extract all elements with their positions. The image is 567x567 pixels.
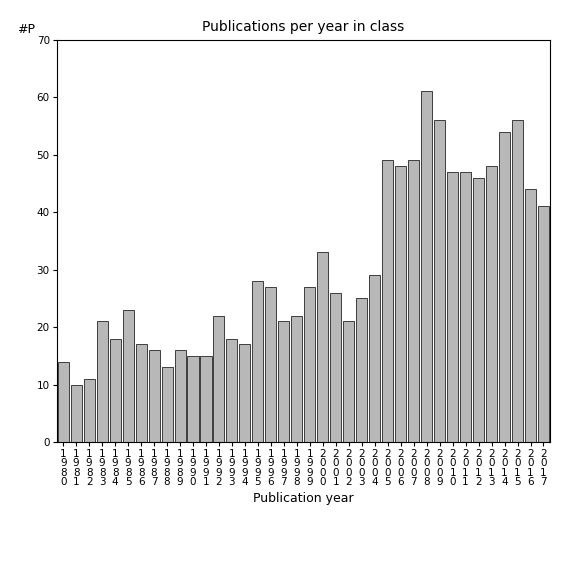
Bar (447, 172, 458, 442)
Bar (356, 298, 367, 442)
Bar (149, 350, 159, 442)
Bar (175, 350, 185, 442)
Bar (525, 189, 536, 442)
Bar (499, 132, 510, 442)
Bar (434, 120, 445, 442)
X-axis label: Publication year: Publication year (253, 492, 354, 505)
Bar (109, 338, 121, 442)
Bar (96, 321, 108, 442)
Bar (382, 160, 393, 442)
Bar (136, 345, 147, 442)
Bar (201, 356, 211, 442)
Bar (239, 345, 251, 442)
Bar (486, 166, 497, 442)
Bar (71, 385, 82, 442)
Bar (343, 321, 354, 442)
Bar (291, 316, 302, 442)
Bar (369, 276, 380, 442)
Bar (58, 362, 69, 442)
Bar (408, 160, 419, 442)
Title: Publications per year in class: Publications per year in class (202, 20, 404, 35)
Bar (395, 166, 406, 442)
Bar (538, 206, 549, 442)
Bar (473, 177, 484, 442)
Bar (162, 367, 172, 442)
Text: #P: #P (17, 23, 35, 36)
Bar (421, 91, 432, 442)
Bar (304, 287, 315, 442)
Bar (252, 281, 264, 442)
Bar (213, 316, 225, 442)
Bar (122, 310, 134, 442)
Bar (512, 120, 523, 442)
Bar (331, 293, 341, 442)
Bar (188, 356, 198, 442)
Bar (318, 252, 328, 442)
Bar (460, 172, 471, 442)
Bar (84, 379, 95, 442)
Bar (226, 338, 238, 442)
Bar (278, 321, 289, 442)
Bar (265, 287, 276, 442)
